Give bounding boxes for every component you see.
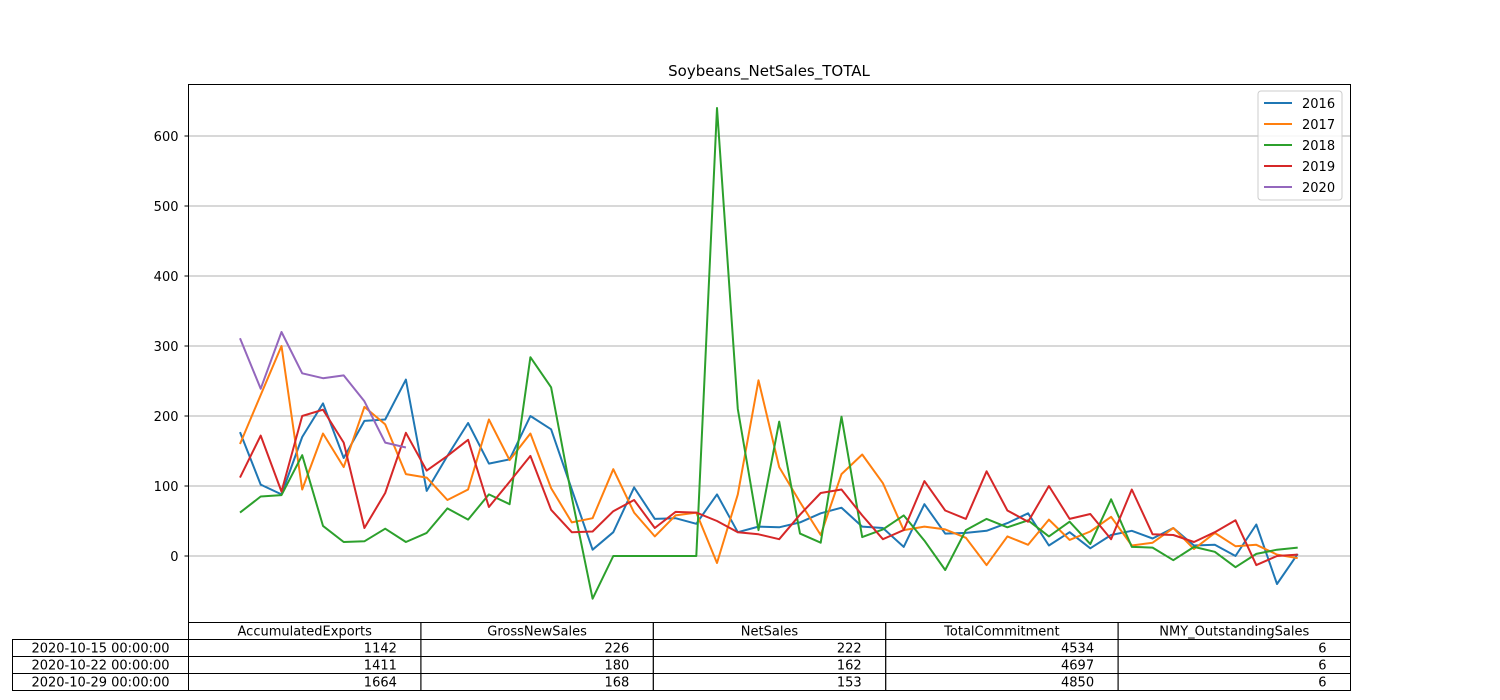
- table-row-label: 2020-10-29 00:00:00: [31, 676, 169, 691]
- table-cell-value: 162: [837, 659, 862, 674]
- y-tick-label: 200: [154, 410, 179, 425]
- y-tick-label: 500: [154, 200, 179, 215]
- series-line-2017: [239, 345, 1298, 567]
- table-cell: [1117, 639, 1351, 657]
- chart-title: Soybeans_NetSales_TOTAL: [668, 62, 870, 81]
- legend-box: [1257, 90, 1343, 201]
- legend: 2016 2017 2018 2019 2020: [1257, 90, 1343, 201]
- table-row-label: 2020-10-22 00:00:00: [31, 659, 169, 674]
- table-cell-value: 1142: [364, 642, 397, 657]
- table-cell-value: 6: [1318, 659, 1326, 674]
- series-lines: [239, 107, 1299, 600]
- table-cell-value: 222: [837, 642, 862, 657]
- y-tick-label: 100: [154, 480, 179, 495]
- legend-label-2019: 2019: [1302, 160, 1335, 175]
- series-line-2020: [239, 331, 407, 449]
- table-cell-value: 226: [604, 642, 629, 657]
- table-header-label: AccumulatedExports: [238, 625, 373, 640]
- table-header-label: GrossNewSales: [487, 625, 587, 640]
- grid-lines: [188, 135, 1351, 557]
- table-cell: [1117, 673, 1351, 691]
- table-cell-value: 168: [604, 676, 629, 691]
- series-line-2016: [239, 378, 1299, 585]
- table-cell-value: 4850: [1061, 676, 1094, 691]
- y-tick-label: 0: [170, 550, 178, 565]
- y-tick-label: 600: [154, 130, 179, 145]
- table-header-label: NMY_OutstandingSales: [1159, 625, 1309, 640]
- table-cell-value: 6: [1318, 642, 1326, 657]
- table-header-label: NetSales: [741, 625, 799, 640]
- table-cell-value: 153: [837, 676, 862, 691]
- legend-label-2017: 2017: [1302, 118, 1335, 133]
- legend-label-2016: 2016: [1302, 97, 1335, 112]
- y-tick-label: 300: [154, 340, 179, 355]
- y-axis: 0 100 200 300 400 500 600: [154, 130, 189, 565]
- table-cell-value: 1411: [364, 659, 397, 674]
- table-cell-value: 180: [604, 659, 629, 674]
- y-tick-label: 400: [154, 270, 179, 285]
- table-cell-value: 4534: [1061, 642, 1094, 657]
- table-header-label: TotalCommitment: [943, 625, 1059, 640]
- table-cell-value: 6: [1318, 676, 1326, 691]
- table-cell: [1117, 656, 1351, 674]
- table-row-label: 2020-10-15 00:00:00: [31, 642, 169, 657]
- legend-label-2018: 2018: [1302, 139, 1335, 154]
- series-line-2019: [239, 408, 1298, 567]
- table-cell-value: 1664: [364, 676, 397, 691]
- legend-label-2020: 2020: [1302, 181, 1335, 196]
- table-cell-value: 4697: [1061, 659, 1094, 674]
- data-table: AccumulatedExports GrossNewSales NetSales T…: [12, 622, 1351, 691]
- series-line-2018: [239, 107, 1298, 600]
